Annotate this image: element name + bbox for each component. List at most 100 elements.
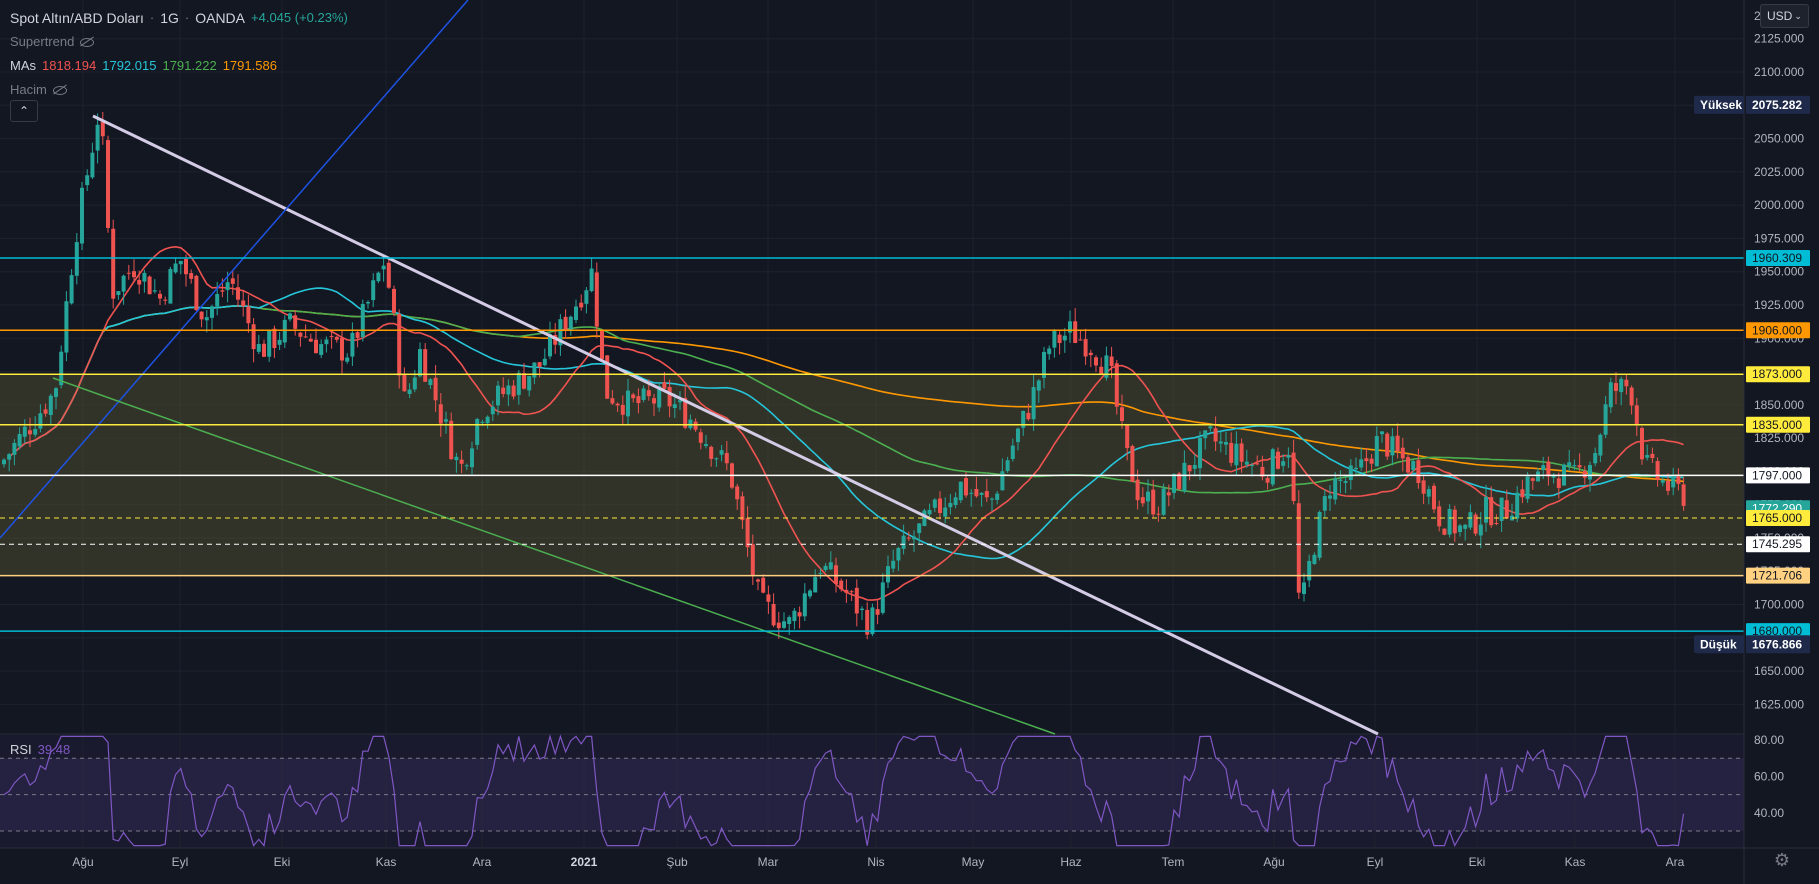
candle-body	[236, 287, 240, 300]
supertrend-row[interactable]: Supertrend	[10, 30, 348, 54]
candle-body	[1364, 458, 1369, 462]
candle-body	[1203, 430, 1208, 439]
candle-body	[1556, 478, 1561, 488]
candle-body	[1546, 461, 1551, 477]
candle-body	[1094, 357, 1098, 366]
candle-body	[38, 413, 43, 429]
candle-body	[1281, 461, 1286, 466]
candle-body	[1530, 478, 1535, 481]
candle-body	[995, 493, 1000, 500]
candle-body	[1182, 462, 1187, 492]
candle-body	[496, 385, 500, 406]
candle-body	[1151, 489, 1156, 515]
candle-body	[1463, 524, 1468, 529]
candle-body	[1302, 582, 1306, 595]
candle-body	[288, 313, 292, 320]
candle-body	[657, 386, 662, 408]
rsi-legend[interactable]: RSI 39.48	[10, 742, 70, 757]
rsi-tick-label: 80.00	[1754, 733, 1784, 747]
candle-body	[1255, 463, 1260, 465]
candle-body	[1021, 410, 1026, 428]
rsi-label[interactable]: RSI	[10, 742, 32, 757]
rsi-line	[3, 734, 1685, 848]
mas-row[interactable]: MAs 1818.194 1792.015 1791.222 1791.586	[10, 54, 348, 78]
candle-body	[1328, 495, 1332, 499]
trendline-green	[52, 377, 1056, 735]
collapse-legend-button[interactable]: ⌃	[10, 100, 38, 122]
candle-body	[48, 395, 53, 416]
price-change: +4.045 (+0.23%)	[251, 10, 348, 25]
candle-body	[1489, 497, 1494, 526]
candle-body	[740, 496, 745, 521]
price-level-label: 1835.000	[1752, 418, 1802, 432]
hidden-eye-icon[interactable]	[52, 85, 67, 95]
candle-body	[1026, 412, 1031, 420]
candle-body	[574, 306, 578, 320]
candle-body	[17, 434, 22, 447]
time-tick-label: Şub	[666, 855, 688, 869]
candle-body	[64, 301, 69, 353]
candle-body	[1036, 380, 1041, 391]
candle-body	[662, 382, 667, 389]
candle-body	[516, 372, 521, 395]
price-level-label: 1906.000	[1752, 323, 1802, 337]
candle-body	[1140, 497, 1145, 504]
price-level-tag	[1746, 623, 1810, 640]
candle-body	[834, 565, 838, 584]
candle-body	[1031, 387, 1036, 420]
candle-body	[761, 577, 766, 593]
candle-body	[693, 421, 698, 430]
time-tick-label: Mar	[758, 855, 779, 869]
candle-body	[204, 317, 209, 321]
price-level-label: 1797.000	[1752, 468, 1802, 482]
candle-body	[1348, 465, 1353, 481]
candle-body	[1666, 480, 1670, 491]
price-tick-label: 2125.000	[1754, 32, 1804, 46]
interval-label[interactable]: 1G	[160, 10, 179, 26]
volume-row[interactable]: Hacim	[10, 78, 348, 102]
candle-body	[210, 306, 214, 318]
supertrend-label[interactable]: Supertrend	[10, 34, 75, 49]
candle-body	[558, 319, 563, 346]
hidden-eye-icon[interactable]	[80, 37, 95, 47]
candle-body	[1244, 461, 1249, 465]
candle-body	[1047, 348, 1052, 355]
candle-body	[126, 272, 131, 274]
candle-body	[984, 491, 989, 498]
candle-body	[1660, 480, 1665, 483]
candle-body	[927, 509, 932, 515]
candle-body	[1000, 471, 1005, 491]
candle-body	[875, 609, 880, 615]
rsi-pane-background	[0, 735, 1744, 848]
symbol-name[interactable]: Spot Altın/ABD Doları	[10, 10, 144, 26]
candle-body	[782, 621, 786, 628]
ma-value-1: 1818.194	[42, 58, 97, 73]
candle-body	[990, 498, 994, 500]
candle-body	[100, 121, 105, 137]
candle-body	[953, 497, 958, 505]
candle-body	[1234, 443, 1239, 466]
candle-body	[407, 389, 412, 394]
candle-body	[506, 385, 511, 395]
candle-body	[568, 316, 573, 330]
candle-body	[355, 332, 360, 338]
candle-body	[381, 265, 386, 270]
candle-body	[1359, 459, 1364, 468]
candle-body	[366, 301, 370, 304]
volume-label[interactable]: Hacim	[10, 82, 47, 97]
candle-body	[709, 446, 714, 459]
gear-icon[interactable]: ⚙	[1773, 850, 1791, 870]
candle-body	[1629, 387, 1634, 406]
candle-body	[698, 432, 703, 443]
candle-body	[1135, 479, 1140, 501]
candle-body	[1156, 513, 1161, 515]
candle-body	[958, 481, 963, 501]
mas-label[interactable]: MAs	[10, 58, 36, 73]
candle-body	[1276, 451, 1280, 469]
candle-body	[1437, 506, 1442, 527]
currency-button[interactable]: USD ⌄	[1760, 4, 1809, 28]
low-price-value: 1676.866	[1752, 637, 1802, 651]
candle-body	[485, 416, 490, 424]
